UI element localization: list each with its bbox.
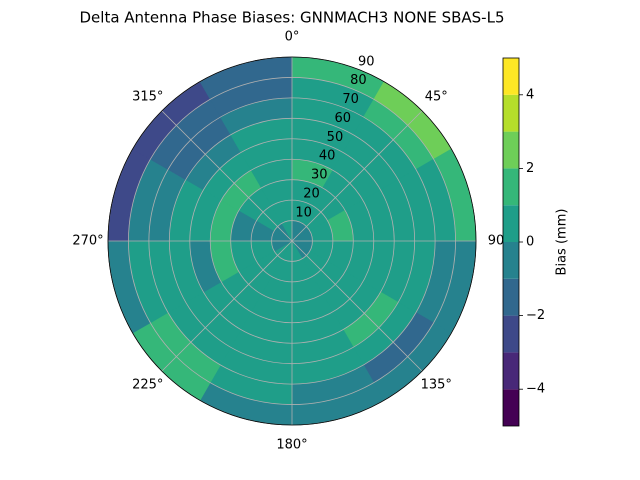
theta-grid-line xyxy=(291,240,423,372)
r-tick-label: 90 xyxy=(358,54,375,69)
chart-title: Delta Antenna Phase Biases: GNNMACH3 NON… xyxy=(80,9,505,27)
r-tick-label: 10 xyxy=(295,205,312,220)
theta-tick-label: 135° xyxy=(421,378,452,393)
r-tick-label: 60 xyxy=(334,111,351,126)
r-tick-label: 40 xyxy=(319,149,336,164)
theta-tick-label: 0° xyxy=(285,30,300,45)
colorbar-tick-label: 4 xyxy=(526,87,534,102)
colorbar-segment xyxy=(503,168,519,206)
colorbar-tick-label: 2 xyxy=(526,161,534,176)
colorbar-tick-label: −4 xyxy=(526,382,545,397)
polar-grid xyxy=(107,56,477,426)
r-tick-label: 50 xyxy=(327,130,344,145)
colorbar-segment xyxy=(503,278,519,316)
colorbar-segment xyxy=(503,315,519,353)
colorbar-segment xyxy=(503,242,519,279)
colorbar-segment xyxy=(503,205,519,242)
theta-tick-label: 270° xyxy=(72,234,103,249)
theta-grid-line xyxy=(291,110,423,242)
colorbar-tick-label: −2 xyxy=(526,308,545,323)
theta-grid-line xyxy=(161,240,293,372)
tick-labels: 10 20 30 40 50 60 70 80 90 0° 45° 90 135° 180° 225° 270… xyxy=(72,30,504,453)
r-tick-label: 30 xyxy=(311,168,328,183)
colorbar-segment xyxy=(503,58,519,95)
r-tick-label: 20 xyxy=(303,186,320,201)
polar-frame xyxy=(107,56,477,426)
colorbar-label: Bias (mm) xyxy=(555,209,570,276)
theta-tick-label: 90 xyxy=(488,234,505,249)
colorbar-segment xyxy=(503,94,519,132)
colorbar-tick-label: 0 xyxy=(526,235,534,250)
r-tick-label: 80 xyxy=(350,73,367,88)
r-tick-label: 70 xyxy=(342,92,359,107)
theta-tick-label: 180° xyxy=(276,438,307,453)
theta-tick-label: 45° xyxy=(425,89,448,104)
colorbar-segment xyxy=(503,389,519,426)
theta-tick-label: 225° xyxy=(132,378,163,393)
colorbar: −4 −2 0 2 4 xyxy=(502,57,545,427)
theta-tick-label: 315° xyxy=(132,89,163,104)
colorbar-segment xyxy=(503,131,519,169)
colorbar-segment xyxy=(503,352,519,390)
theta-grid-line xyxy=(161,110,293,242)
